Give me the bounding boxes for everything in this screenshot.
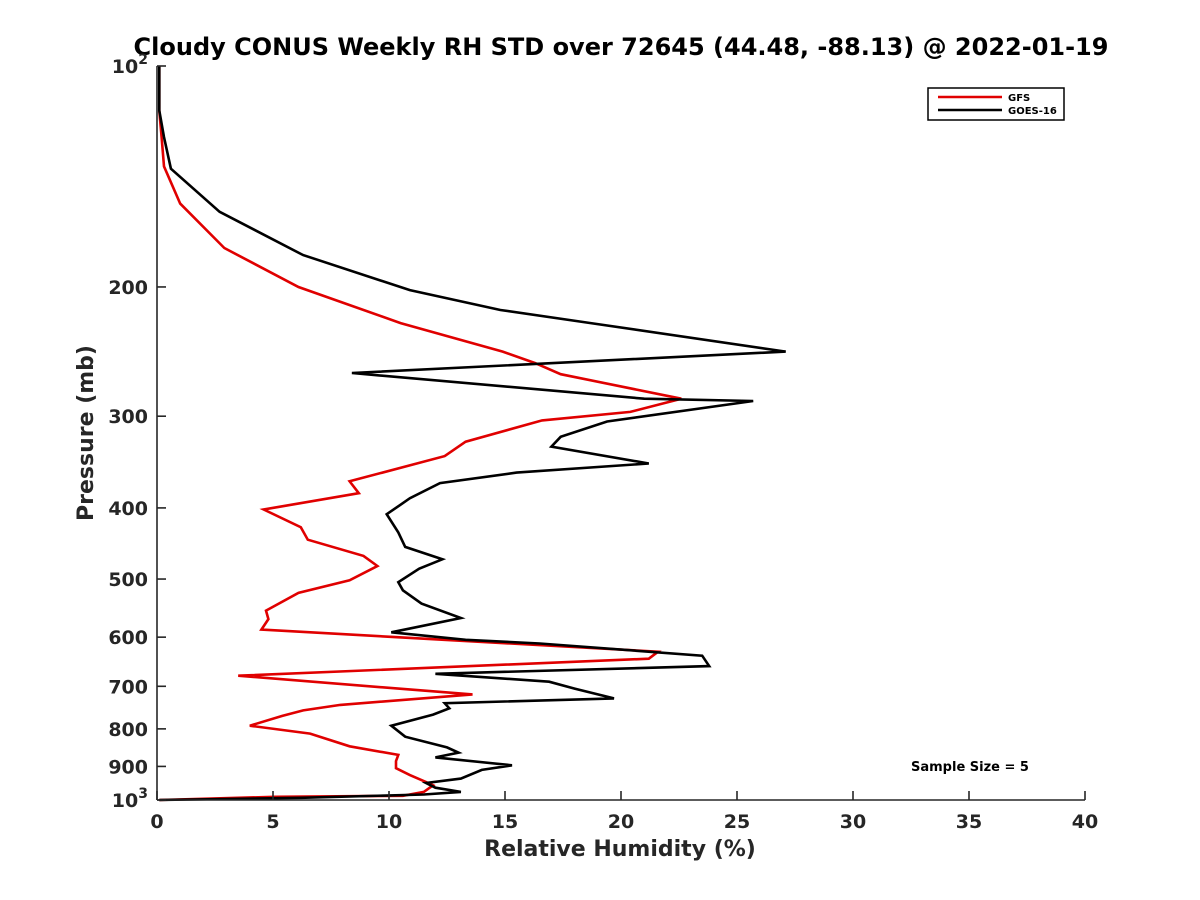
legend-label-gfs: GFS (1008, 93, 1030, 104)
plot-area (157, 66, 1085, 800)
x-tick-label: 40 (1072, 811, 1098, 833)
x-tick-label: 15 (492, 811, 518, 833)
x-tick-label: 35 (956, 811, 982, 833)
series-line-goes16 (158, 66, 786, 802)
legend: GFS GOES-16 (927, 87, 1065, 121)
y-tick-label: 300 (108, 406, 148, 428)
legend-label-goes16: GOES-16 (1008, 106, 1057, 117)
sample-size-annotation: Sample Size = 5 (911, 760, 1029, 775)
y-tick-label: 200 (108, 277, 148, 299)
plot-background (157, 66, 1085, 800)
x-tick-label: 20 (608, 811, 634, 833)
y-axis-label: Pressure (mb) (74, 345, 99, 521)
y-tick-label: 102 (112, 52, 148, 78)
y-tick-label: 800 (108, 719, 148, 741)
y-tick-label: 400 (108, 498, 148, 520)
y-tick-label: 700 (108, 676, 148, 698)
x-tick-label: 5 (266, 811, 279, 833)
x-axis-label: Relative Humidity (%) (484, 837, 756, 862)
x-tick-label: 0 (150, 811, 163, 833)
y-tick-label: 103 (112, 786, 148, 812)
y-tick-label: 500 (108, 569, 148, 591)
x-tick-label: 10 (376, 811, 402, 833)
x-tick-label: 30 (840, 811, 866, 833)
series-line-gfs (158, 66, 682, 802)
axes-layer: 0 5 10 15 20 25 30 35 40 102 200 300 400 500 600 700 800… (108, 52, 1098, 833)
series-layer (158, 66, 786, 802)
chart-title: Cloudy CONUS Weekly RH STD over 72645 (4… (134, 33, 1109, 61)
y-tick-label: 900 (108, 756, 148, 778)
legend-box (927, 87, 1065, 121)
y-tick-label: 600 (108, 627, 148, 649)
x-tick-label: 25 (724, 811, 750, 833)
